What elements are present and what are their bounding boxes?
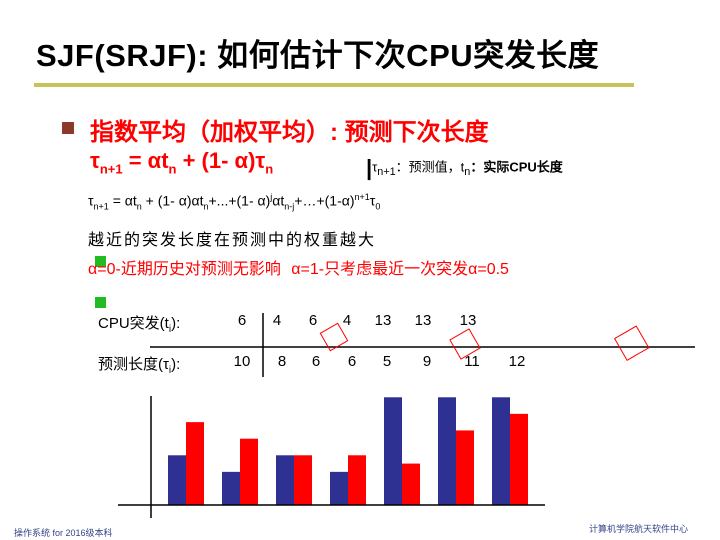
row2-value: 11: [464, 353, 480, 370]
row1-value: 13: [374, 312, 392, 329]
note-text: τ: [372, 159, 378, 175]
footer-right: 计算机学院航天软件中心: [589, 524, 689, 534]
row1-value: 13: [414, 312, 432, 329]
expand-sub: n: [203, 201, 209, 212]
burst-bar-3: [276, 455, 294, 505]
bullet-square-icon: [62, 122, 74, 134]
expand-sub: n+1: [93, 201, 109, 212]
footer-left: 操作系统 for 2016级本科: [14, 528, 113, 538]
expanded-formula: τn+1 = αtn + (1- α)αtn+...+(1- α)jαtn-j+…: [88, 192, 380, 211]
row2-value: 9: [422, 353, 432, 370]
row2-label-sub: i: [168, 365, 172, 376]
alpha-explanation: α=0-近期历史对预测无影响 α=1-只考虑最近一次突发α=0.5: [88, 255, 509, 279]
row1-value: 6: [308, 312, 318, 329]
expand-sup: j: [270, 192, 273, 202]
burst-bar-2: [222, 471, 240, 505]
row1-value: 6: [237, 312, 247, 329]
note-text: ：预测值，t: [395, 159, 465, 175]
row1-label-tail: ):: [171, 315, 181, 332]
predict-bar-1: [186, 422, 204, 505]
green-bullet-icon: [95, 256, 106, 267]
ema-formula: τn+1 = αtn + (1- α)τn: [90, 148, 273, 176]
alpha-case-half: α=0.5: [468, 261, 509, 278]
formula-part: + (1- α)τ: [176, 148, 266, 173]
meaning-text: 越近的突发长度在预测中的权重越大: [88, 232, 377, 249]
red-marker-diamond: [449, 328, 481, 360]
predict-bar-4: [348, 455, 366, 505]
note-sub: n: [464, 166, 471, 179]
formula-note: |τn+1：预测值，tn：实际CPU长度: [366, 155, 563, 181]
expand-part: τ: [88, 192, 94, 209]
predict-bar-7: [510, 413, 528, 505]
predict-bar-3: [294, 455, 312, 505]
formula-sub: n: [168, 161, 177, 177]
expand-part: τ: [369, 192, 376, 209]
burst-bar-7: [492, 397, 510, 505]
note-sub: n+1: [377, 166, 396, 179]
expand-part: +…+(1-α): [294, 192, 355, 209]
expand-part: + (1- α)αt: [141, 192, 204, 209]
slide-title: SJF(SRJF): 如何估计下次CPU突发长度: [36, 38, 600, 73]
burst-bar-4: [330, 471, 348, 505]
expand-sup: n+1: [354, 192, 370, 202]
formula-sub: n: [265, 161, 274, 177]
burst-bar-6: [438, 397, 456, 505]
red-marker-diamond: [319, 322, 349, 352]
row2-label: 预测长度(τi):: [98, 353, 180, 376]
expand-part: = αt: [108, 192, 137, 209]
row2-label-text: 预测长度(τ: [98, 356, 169, 373]
expand-sub: n-j: [284, 201, 295, 212]
red-marker-diamond: [613, 325, 650, 361]
row2-value: 6: [347, 353, 357, 370]
formula-sub: n+1: [99, 161, 123, 177]
row2-value: 5: [382, 353, 392, 370]
row1-value: 4: [272, 312, 282, 329]
formula-tau: τ: [90, 148, 100, 173]
alpha-case-1: α=1-只考虑最近一次突发: [291, 261, 469, 278]
row2-label-tail: ):: [171, 356, 181, 373]
row1-label-text: CPU突发(t: [98, 315, 169, 332]
row2-value: 10: [233, 353, 251, 370]
green-bullet-icon: [95, 297, 106, 308]
formula-part: = αt: [122, 148, 169, 173]
note-separator: |: [366, 155, 373, 180]
predict-bar-5: [402, 463, 420, 505]
row1-value: 13: [459, 312, 477, 329]
expand-part: αt: [272, 192, 285, 209]
alpha-case-0: α=0-近期历史对预测无影响: [88, 261, 281, 278]
title-divider: [34, 83, 634, 87]
expand-sub: 0: [375, 201, 381, 212]
row2-value: 8: [277, 353, 287, 370]
row1-label-sub: i: [168, 324, 172, 335]
row1-label: CPU突发(ti):: [98, 312, 180, 335]
note-text: ：实际CPU长度: [470, 159, 563, 175]
burst-bar-5: [384, 397, 402, 505]
burst-bar-1: [168, 455, 186, 505]
predict-bar-2: [240, 438, 258, 505]
expand-sub: n: [136, 201, 142, 212]
bullet-heading: 指数平均（加权平均）: 预测下次长度: [90, 119, 489, 146]
predict-bar-6: [456, 430, 474, 505]
row2-value: 6: [311, 353, 321, 370]
row1-value: 4: [342, 312, 352, 329]
row2-value: 12: [508, 353, 526, 370]
expand-part: +...+(1- α): [208, 192, 271, 209]
